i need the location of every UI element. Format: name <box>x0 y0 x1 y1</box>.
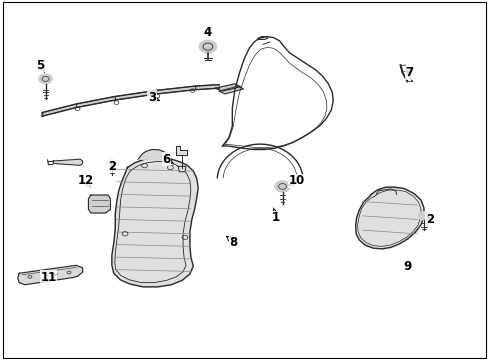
Text: 2: 2 <box>425 213 433 226</box>
Circle shape <box>417 212 429 220</box>
Text: 7: 7 <box>405 66 412 79</box>
Polygon shape <box>88 195 110 213</box>
Text: 8: 8 <box>226 236 237 249</box>
Polygon shape <box>176 145 186 155</box>
Circle shape <box>199 40 216 53</box>
Polygon shape <box>157 86 195 94</box>
Text: 4: 4 <box>203 26 212 39</box>
Polygon shape <box>115 90 157 100</box>
Polygon shape <box>219 86 243 94</box>
Text: 2: 2 <box>107 160 116 173</box>
Polygon shape <box>215 84 240 91</box>
Polygon shape <box>195 85 219 90</box>
Text: 10: 10 <box>288 174 305 187</box>
Text: 12: 12 <box>78 174 94 188</box>
Polygon shape <box>112 158 198 287</box>
Polygon shape <box>76 96 115 108</box>
Polygon shape <box>42 104 76 116</box>
Polygon shape <box>355 187 423 249</box>
Text: 1: 1 <box>272 208 280 224</box>
Polygon shape <box>53 159 82 165</box>
Circle shape <box>274 181 290 192</box>
Circle shape <box>107 159 117 166</box>
Text: 5: 5 <box>37 59 45 72</box>
Polygon shape <box>18 265 82 285</box>
Circle shape <box>39 74 52 84</box>
Text: 3: 3 <box>147 91 159 104</box>
Text: 9: 9 <box>403 260 411 273</box>
Polygon shape <box>138 149 167 159</box>
Polygon shape <box>178 166 185 172</box>
Text: 6: 6 <box>162 153 173 166</box>
Text: 11: 11 <box>41 271 57 284</box>
